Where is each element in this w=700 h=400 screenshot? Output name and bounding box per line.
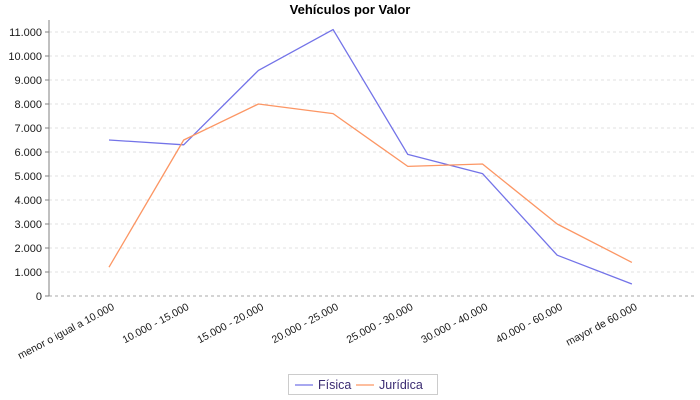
series-line-fisica bbox=[108, 28, 633, 285]
x-category-label: 20.000 - 25.000 bbox=[270, 301, 341, 346]
y-tick-label: 1.000 bbox=[14, 267, 42, 279]
x-category-label: 25.000 - 30.000 bbox=[345, 301, 416, 346]
legend-label-fisica: Física bbox=[318, 378, 351, 392]
legend-label-juridica: Jurídica bbox=[379, 378, 423, 392]
gridlines-layer bbox=[49, 31, 695, 297]
y-axis-ticks-layer: 0 1.000 2.000 3.000 4.000 5.000 6.000 7.000 8.00… bbox=[8, 27, 49, 303]
x-category-label: 15.000 - 20.000 bbox=[195, 301, 266, 346]
series-lines-layer bbox=[108, 28, 633, 285]
series-line-juridica bbox=[108, 103, 633, 268]
legend: Física Jurídica bbox=[288, 374, 438, 395]
y-tick-label: 7.000 bbox=[14, 123, 42, 135]
chart-title: Vehículos por Valor bbox=[290, 2, 411, 17]
y-tick-label: 2.000 bbox=[14, 243, 42, 255]
x-category-label: 30.000 - 40.000 bbox=[419, 301, 490, 346]
x-axis-labels-layer: menor o igual a 10.000 10.000 - 15.000 15.… bbox=[16, 301, 640, 362]
y-tick-label: 8.000 bbox=[14, 99, 42, 111]
y-tick-label: 4.000 bbox=[14, 195, 42, 207]
y-tick-label: 11.000 bbox=[9, 27, 42, 39]
y-tick-label: 3.000 bbox=[14, 219, 42, 231]
x-category-label: 40.000 - 60.000 bbox=[494, 301, 565, 346]
y-tick-label: 10.000 bbox=[8, 51, 42, 63]
x-category-label: 10.000 - 15.000 bbox=[121, 301, 192, 346]
x-category-label: mayor de 60.000 bbox=[564, 301, 639, 349]
y-tick-label: 9.000 bbox=[14, 75, 42, 87]
x-category-label: menor o igual a 10.000 bbox=[16, 301, 117, 362]
y-tick-label: 0 bbox=[36, 291, 42, 303]
y-tick-label: 6.000 bbox=[14, 147, 42, 159]
y-tick-label: 5.000 bbox=[14, 171, 42, 183]
